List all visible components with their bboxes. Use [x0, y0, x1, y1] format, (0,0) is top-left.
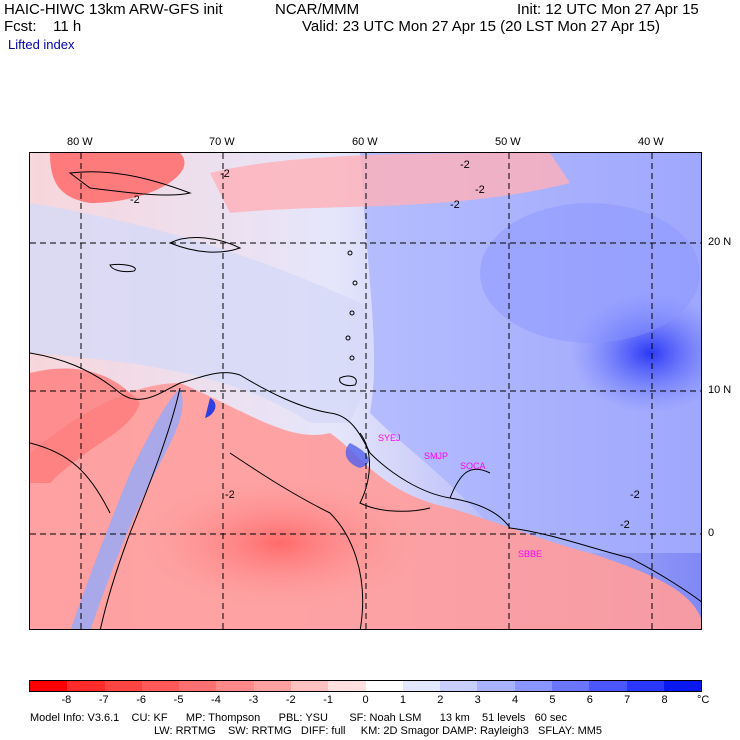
- station-smjp: SMJP: [424, 451, 448, 461]
- colorbar-swatch: [67, 681, 105, 691]
- amazon-unstable-core: [130, 473, 430, 613]
- colorbar-tick-label: -3: [248, 694, 259, 706]
- island-3: [349, 310, 355, 316]
- model-title: HAIC-HIWC 13km ARW-GFS init: [4, 1, 223, 18]
- contour-label: -2: [450, 199, 460, 211]
- colorbar-tick-label: 2: [437, 694, 444, 706]
- station-sbbe: SBBE: [518, 549, 542, 559]
- lon-label-40w: 40 W: [638, 136, 664, 148]
- colorbar-tick-label: -7: [98, 694, 109, 706]
- colorbar-unit: °C: [697, 694, 710, 706]
- atlantic-blue-region: [360, 153, 701, 553]
- colorbar-tick-label: -8: [61, 694, 72, 706]
- contour-label: -2: [130, 194, 140, 206]
- contour-label: -2: [220, 168, 230, 180]
- northern-unstable-band: [210, 153, 570, 213]
- colorbar-tick-label: -1: [323, 694, 333, 706]
- valid-time: Valid: 23 UTC Mon 27 Apr 15 (20 LST Mon …: [302, 18, 660, 35]
- forecast-hour: Fcst: 11 h: [4, 18, 82, 35]
- colorbar: [29, 680, 702, 692]
- lon-label-50w: 50 W: [495, 136, 521, 148]
- island-2: [352, 280, 358, 286]
- contour-label: -2: [475, 184, 485, 196]
- colorbar-tick-label: 1: [399, 694, 406, 706]
- contour-label: -2: [630, 489, 640, 501]
- lon-label-80w: 80 W: [67, 136, 93, 148]
- colorbar-tick-label: 5: [549, 694, 556, 706]
- cuba-coast: [68, 171, 192, 196]
- colorbar-swatch: [589, 681, 627, 691]
- maracaibo-blue-cell: [205, 398, 216, 418]
- model-info-line1: Model Info: V3.6.1 CU: KF MP: Thompson P…: [30, 712, 567, 724]
- colorbar-swatch: [551, 681, 590, 691]
- andes-stable-spine: [70, 388, 183, 629]
- colorbar-swatch: [179, 681, 217, 691]
- colorbar-tick-label: 7: [624, 694, 631, 706]
- guyana-blue-cell: [345, 443, 369, 468]
- station-syej: SYEJ: [378, 433, 401, 443]
- lon-label-70w: 70 W: [209, 136, 235, 148]
- station-soca: SOCA: [460, 461, 486, 471]
- lat-label-10n: 10 N: [708, 384, 732, 396]
- atlantic-stable-band: [480, 203, 700, 343]
- colorbar-tick-label: 4: [511, 694, 519, 706]
- jamaica-coast: [109, 264, 136, 273]
- colorbar-swatch: [141, 681, 180, 691]
- colombia-border: [30, 442, 111, 514]
- french-guiana-border: [449, 468, 491, 499]
- colorbar-tick-label: 3: [474, 694, 481, 706]
- hispaniola-coast: [168, 237, 242, 253]
- lon-label-60w: 60 W: [352, 136, 378, 148]
- colorbar-tick-label: -2: [285, 694, 296, 706]
- south-america-north-coast: [30, 352, 701, 603]
- colorbar-tick-label: -4: [211, 694, 221, 706]
- contour-label: -2: [225, 489, 235, 501]
- ocean-mid-region: [30, 203, 378, 423]
- colorbar-swatch: [328, 681, 366, 691]
- lat-label-0: 0: [708, 527, 715, 539]
- coastlines: [30, 171, 701, 629]
- colorbar-swatch: [104, 681, 142, 691]
- colorbar-swatch: [477, 681, 515, 691]
- colorbar-swatch: [290, 681, 329, 691]
- colorbar-swatch: [365, 681, 403, 691]
- strong-stable-core: [570, 293, 701, 413]
- colorbar-swatch: [253, 681, 291, 691]
- colorbar-swatch: [663, 681, 702, 691]
- colorbar-swatch: [30, 681, 68, 691]
- colorbar-tick-label: -5: [173, 694, 184, 706]
- colorbar-swatch: [216, 681, 254, 691]
- island-1: [347, 250, 353, 256]
- panama-unstable-patch: [30, 368, 140, 483]
- contour-label: -2: [460, 159, 470, 171]
- org-label: NCAR/MMM: [275, 1, 360, 18]
- model-info-line2: LW: RRTMG SW: RRTMG DIFF: full KM: 2D Sm…: [154, 725, 603, 737]
- venezuela-brazil-border: [229, 452, 364, 629]
- lifted-index-map: -2 -2 -2 -2 -2 -2 -2 -2 SYEJ SMJP SOCA S…: [29, 152, 702, 630]
- andes-outline: [99, 387, 181, 629]
- trinidad-coast: [339, 375, 357, 386]
- init-time: Init: 12 UTC Mon 27 Apr 15: [517, 1, 699, 18]
- guyana-border: [359, 432, 431, 512]
- island-4: [345, 335, 351, 341]
- colorbar-tick-label: 6: [586, 694, 593, 706]
- colorbar-tick-label: 0: [362, 694, 369, 706]
- contour-label: -2: [620, 519, 630, 531]
- cuba-unstable-patch: [50, 153, 185, 203]
- field-name: Lifted index: [8, 37, 75, 52]
- colorbar-tick-label: 8: [661, 694, 668, 706]
- lat-lon-grid: [30, 153, 701, 629]
- colorbar-swatch: [626, 681, 664, 691]
- station-labels: SYEJ SMJP SOCA SBBE: [378, 433, 542, 559]
- island-5: [349, 355, 355, 361]
- colorbar-swatch: [402, 681, 441, 691]
- colorbar-swatch: [514, 681, 552, 691]
- colorbar-swatch: [440, 681, 478, 691]
- contour-labels: -2 -2 -2 -2 -2 -2 -2 -2: [130, 159, 640, 531]
- colorbar-tick-label: -6: [136, 694, 147, 706]
- lat-label-20n: 20 N: [708, 236, 732, 248]
- map-canvas: -2 -2 -2 -2 -2 -2 -2 -2 SYEJ SMJP SOCA S…: [30, 153, 701, 629]
